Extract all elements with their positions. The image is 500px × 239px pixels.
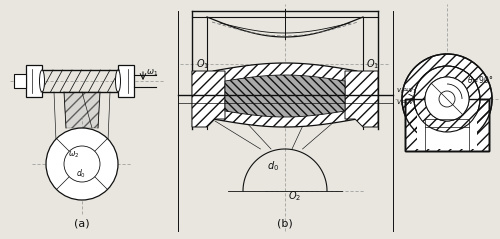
Bar: [405, 99, 489, 151]
Bar: [417, 104, 477, 149]
Bar: [405, 99, 489, 151]
Text: $d_0$: $d_0$: [76, 167, 86, 179]
Circle shape: [425, 77, 469, 121]
Text: $\omega_2$: $\omega_2$: [68, 149, 80, 159]
Text: $O_1$: $O_1$: [366, 57, 380, 71]
Text: $v_i\!\approx\!v_1$: $v_i\!\approx\!v_1$: [396, 99, 417, 108]
Bar: [14, 74, 26, 88]
Text: $O_1$: $O_1$: [196, 57, 209, 71]
Polygon shape: [64, 92, 100, 128]
Circle shape: [402, 54, 492, 144]
Text: $v_r\!\approx\!v_1$: $v_r\!\approx\!v_1$: [396, 87, 417, 96]
Polygon shape: [345, 71, 378, 127]
Text: (a): (a): [74, 218, 90, 228]
Text: $\omega_1$: $\omega_1$: [146, 68, 158, 78]
Text: $d_0$: $d_0$: [267, 159, 279, 173]
Polygon shape: [225, 75, 345, 117]
Bar: [26, 65, 42, 97]
Circle shape: [439, 91, 455, 107]
Text: $\theta\!\approx\!90°$: $\theta\!\approx\!90°$: [467, 74, 493, 85]
Bar: [118, 65, 134, 97]
Circle shape: [425, 77, 469, 121]
Circle shape: [64, 146, 100, 182]
Text: (b): (b): [277, 218, 293, 228]
Bar: [405, 99, 489, 151]
Circle shape: [46, 128, 118, 200]
Polygon shape: [192, 71, 225, 127]
Polygon shape: [213, 63, 357, 127]
Text: $O_2$: $O_2$: [288, 189, 301, 203]
Circle shape: [414, 66, 480, 132]
Ellipse shape: [40, 70, 44, 92]
Ellipse shape: [116, 70, 120, 92]
